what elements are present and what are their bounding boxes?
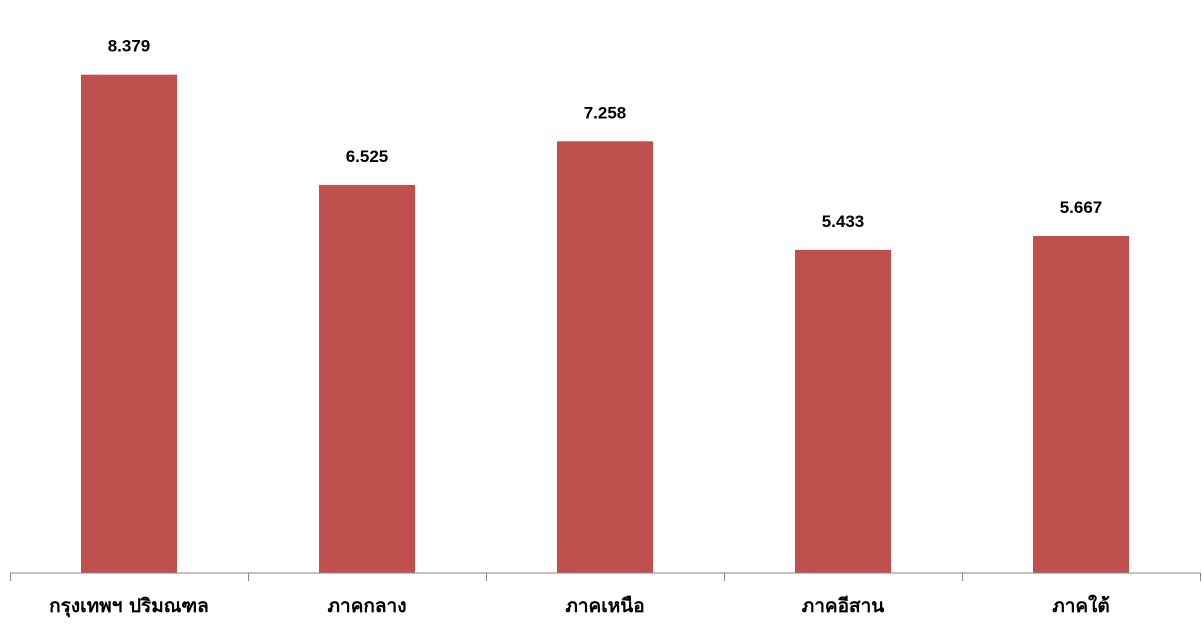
bars-layer (81, 74, 1129, 574)
category-label-1: กรุงเทพฯ ปริมณฑล (49, 595, 209, 618)
value-label-2: 6.525 (346, 147, 389, 166)
value-label-4: 5.433 (822, 212, 865, 231)
category-label-5: ภาคใต้ (1052, 594, 1110, 617)
bar-3 (557, 141, 653, 574)
value-labels-layer: 8.379 6.525 7.258 5.433 5.667 (108, 37, 1103, 231)
bar-1 (81, 74, 177, 573)
category-label-4: ภาคอีสาน (802, 595, 885, 617)
bar-2 (319, 184, 415, 573)
bar-5 (1033, 236, 1129, 573)
category-label-2: ภาคกลาง (328, 595, 407, 617)
value-label-5: 5.667 (1060, 198, 1103, 217)
x-axis (10, 572, 1201, 581)
value-label-1: 8.379 (108, 37, 151, 56)
value-label-3: 7.258 (584, 103, 627, 122)
bar-4 (795, 249, 891, 573)
category-label-3: ภาคเหนือ (565, 595, 644, 617)
category-labels-layer: กรุงเทพฯ ปริมณฑล ภาคกลาง ภาคเหนือ ภาคอีสาน ภ… (49, 594, 1110, 618)
